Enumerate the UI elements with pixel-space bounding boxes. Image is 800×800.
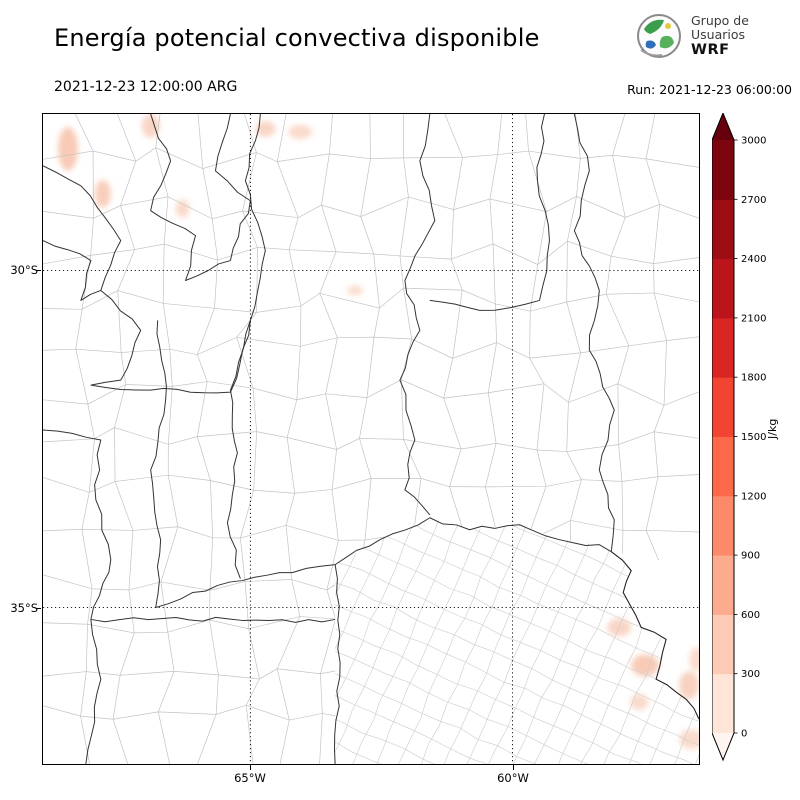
colorbar: 0 300 600 900 1200 1500 1800 2100 2400 2700 3000 J/… <box>712 113 779 762</box>
colorbar-tick-label: 2100 <box>741 313 766 324</box>
model-run-label: Run: 2021-12-23 06:00:00 <box>627 82 792 97</box>
colorbar-tick-label: 900 <box>741 551 760 562</box>
map-plot <box>43 114 699 764</box>
lat-tickmark-30s <box>36 270 41 271</box>
wrf-users-logo: Grupo de Usuarios WRF <box>634 10 749 62</box>
colorbar-tick-label: 0 <box>741 729 747 740</box>
coastline <box>610 551 699 720</box>
lat-tick-label-30s: 30°S <box>10 263 38 277</box>
graticule <box>43 114 699 764</box>
partido-boundaries <box>335 517 699 764</box>
colorbar-unit-label: J/kg <box>766 419 779 440</box>
lat-tickmark-35s <box>36 608 41 609</box>
cape-shading <box>57 114 699 750</box>
logo-line-wrf: WRF <box>691 41 730 58</box>
lat-tick-label-35s: 35°S <box>10 601 38 615</box>
department-boundaries <box>43 114 699 764</box>
colorbar-tick-label: 1500 <box>741 432 766 443</box>
lon-tick-label-60w: 60°W <box>497 771 529 785</box>
colorbar-tick-label: 1200 <box>741 491 766 502</box>
page-title: Energía potencial convectiva disponible <box>54 24 540 52</box>
colorbar-tick-label: 1800 <box>741 373 766 384</box>
colorbar-tick-label: 2700 <box>741 195 766 206</box>
province-boundaries <box>43 114 615 764</box>
colorbar-tick-label: 300 <box>741 669 760 680</box>
colorbar-tick-label: 2400 <box>741 254 766 265</box>
logo-line-1: Grupo de <box>691 12 749 28</box>
colorbar-over-arrow <box>712 113 734 140</box>
colorbar-under-arrow <box>712 733 734 760</box>
wrf-globe-icon <box>637 14 681 58</box>
colorbar-tick-label: 3000 <box>741 136 766 147</box>
lon-tick-label-65w: 65°W <box>234 771 266 785</box>
valid-time-label: 2021-12-23 12:00:00 ARG <box>54 79 238 95</box>
colorbar-tick-label: 600 <box>741 610 760 621</box>
lon-tickmark-65w <box>250 765 251 770</box>
wrf-logo-text: Grupo de Usuarios WRF <box>691 12 749 58</box>
lon-tickmark-60w <box>513 765 514 770</box>
logo-line-2: Usuarios <box>691 26 746 42</box>
map-frame <box>42 113 700 765</box>
